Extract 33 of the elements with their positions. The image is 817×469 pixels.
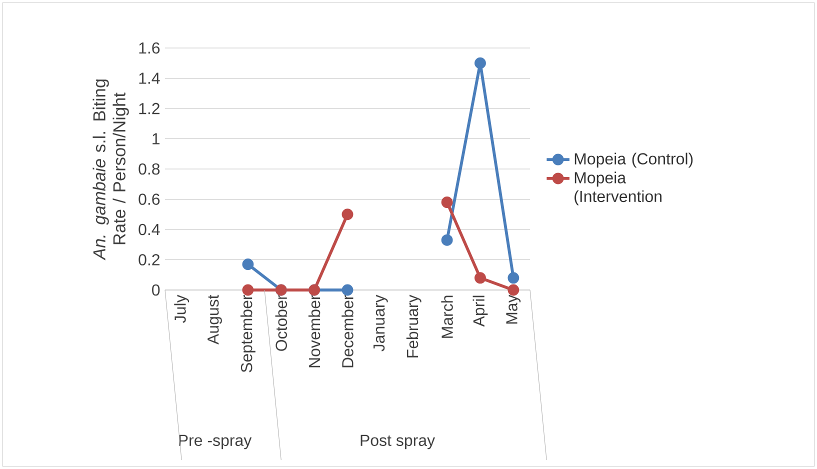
x-tick-label: February — [406, 294, 422, 358]
x-tick-label: April — [472, 296, 488, 327]
x-tick-label: March — [441, 296, 453, 338]
point — [242, 284, 254, 296]
y-tick-label: 1.6 — [139, 42, 160, 54]
y-tick-label: 1.4 — [139, 72, 160, 84]
point — [474, 57, 486, 69]
y-tick-label: 0.2 — [138, 254, 160, 266]
point — [342, 208, 354, 220]
x-tick-label: December — [342, 294, 354, 368]
point — [508, 272, 520, 284]
x-tick-label: October — [275, 294, 288, 351]
y-tick-label: 0.6 — [138, 194, 160, 205]
x-tick-label: August — [208, 294, 222, 345]
legend-label: Mopeia (Intervention — [574, 172, 662, 206]
y-tick-label: 0.4 — [138, 224, 160, 236]
x-tick-label: May — [506, 294, 521, 324]
point — [441, 234, 453, 246]
x-tick-label: July — [174, 294, 190, 323]
point — [441, 196, 453, 208]
y-tick-label: 1 — [152, 133, 160, 144]
text: Post spray — [360, 434, 436, 450]
legend-label: Mopeia (Control) — [574, 152, 693, 168]
point — [242, 258, 254, 270]
x-tick-label: November — [308, 294, 320, 368]
x-tick-label: September — [240, 294, 256, 372]
x-tick-label: January — [374, 294, 388, 352]
y-tick-label: 1.2 — [139, 102, 160, 114]
text: Pre -spray — [179, 434, 252, 450]
point — [474, 272, 486, 284]
y-tick-label: 0.8 — [138, 163, 160, 175]
point — [342, 284, 354, 296]
y-tick-label: 0 — [152, 284, 160, 296]
